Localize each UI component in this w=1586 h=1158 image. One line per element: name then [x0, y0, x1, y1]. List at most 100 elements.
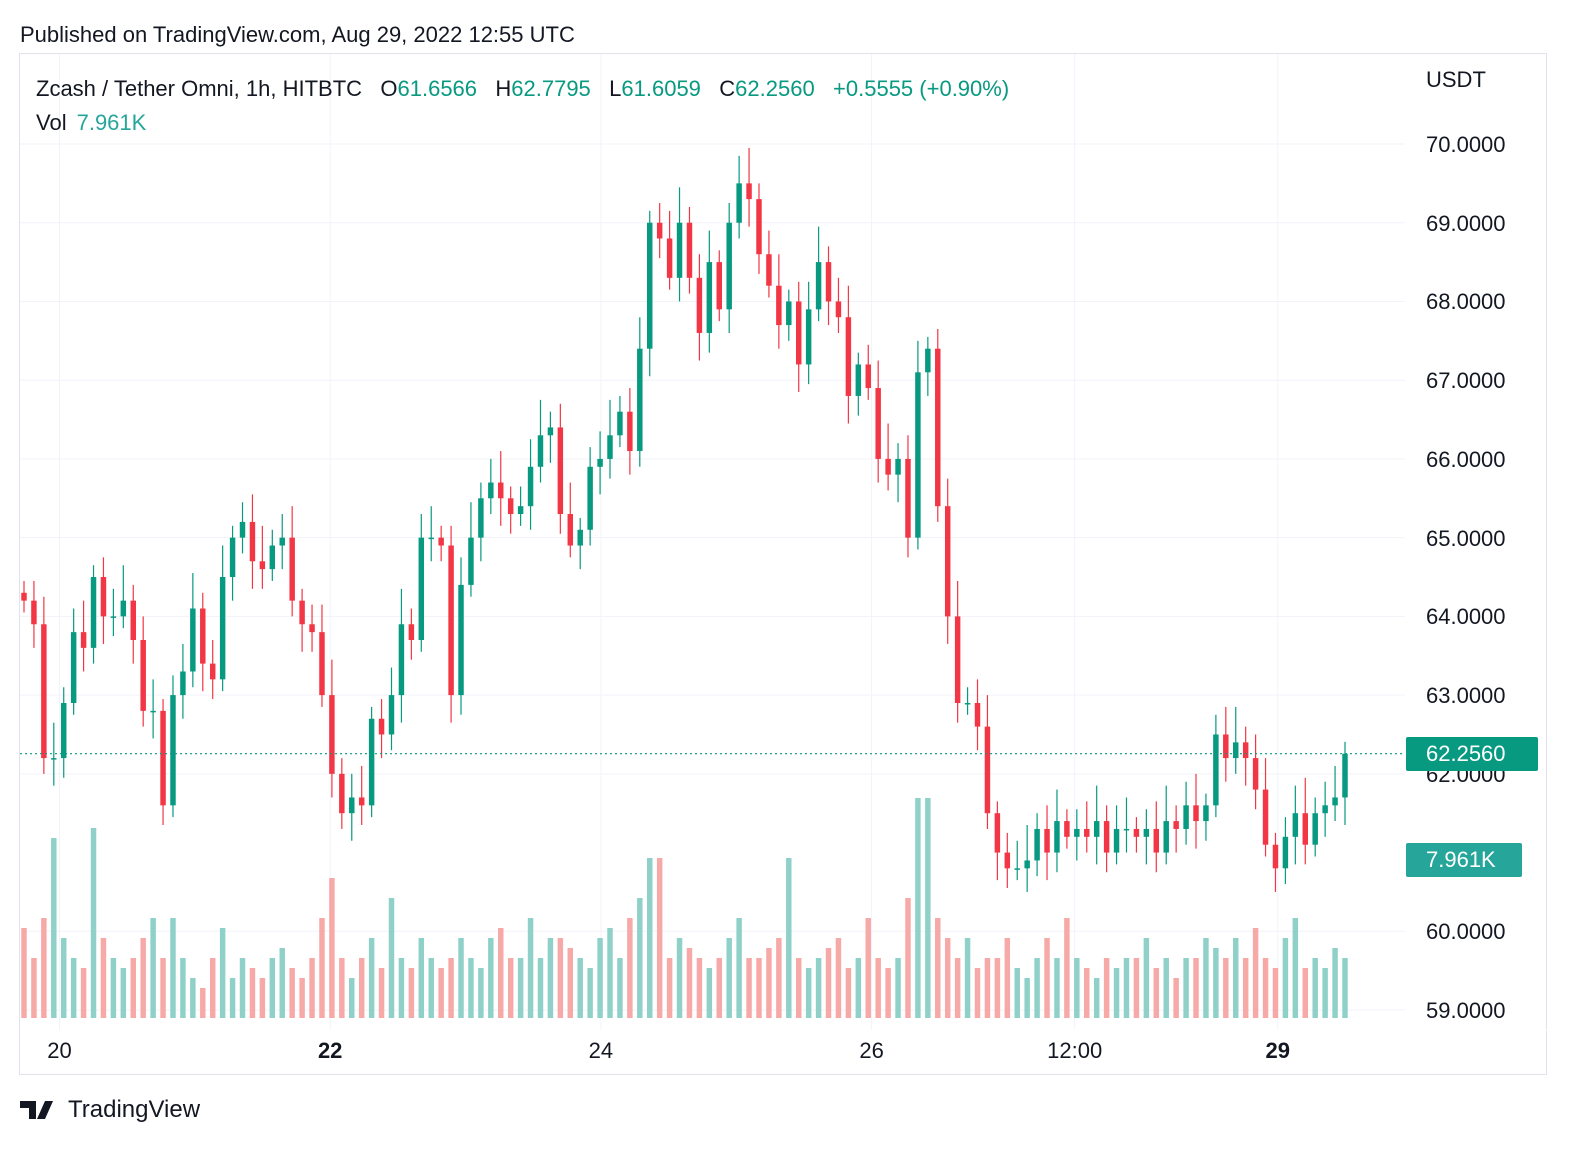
- candle-body: [1014, 868, 1020, 870]
- volume-bar: [1163, 958, 1169, 1018]
- candle-body: [845, 317, 852, 396]
- candle-body: [1242, 742, 1249, 759]
- volume-bar: [70, 958, 77, 1018]
- volume-bar: [209, 958, 216, 1018]
- volume-bar: [1223, 958, 1229, 1018]
- volume-bar: [1262, 958, 1269, 1018]
- volume-bar: [1103, 958, 1110, 1018]
- volume-bar: [875, 958, 881, 1018]
- volume-bar: [1233, 938, 1239, 1018]
- candle-body: [200, 608, 206, 664]
- volume-bar: [408, 968, 415, 1018]
- close-value: 62.2560: [735, 76, 815, 101]
- volume-bar: [676, 938, 683, 1018]
- candle-body: [249, 521, 256, 562]
- volume-bar: [279, 948, 285, 1018]
- candle-body: [1302, 813, 1309, 845]
- y-tick-label: 59.0000: [1426, 998, 1506, 1024]
- candle-body: [1034, 828, 1040, 861]
- candle-body: [309, 624, 315, 633]
- candle-body: [1262, 789, 1269, 845]
- candle-body: [1103, 821, 1110, 853]
- volume-bar: [289, 968, 295, 1018]
- x-tick-label: 29: [1265, 1038, 1290, 1063]
- volume-bar: [200, 988, 206, 1018]
- candle-body: [368, 718, 375, 806]
- volume-bar: [358, 958, 365, 1018]
- candle-body: [1183, 805, 1189, 829]
- candle-body: [428, 537, 434, 540]
- volume-bar: [1064, 918, 1070, 1018]
- candle-body: [239, 521, 246, 538]
- candle-body: [1163, 821, 1169, 853]
- volume-bar: [259, 978, 266, 1018]
- volume-bar: [507, 958, 514, 1018]
- y-tick-label: 70.0000: [1426, 132, 1506, 157]
- candle-body: [1233, 742, 1239, 759]
- candle-body: [498, 482, 504, 499]
- candle-body: [795, 301, 802, 365]
- volume-bar: [130, 958, 136, 1018]
- candle-body: [388, 695, 395, 735]
- candle-body: [1292, 813, 1299, 837]
- candle-body: [1093, 821, 1100, 837]
- volume-bar: [339, 958, 345, 1018]
- candle-body: [597, 458, 603, 467]
- candle-body: [329, 695, 335, 774]
- volume-label: Vol: [36, 110, 67, 135]
- candle-body: [895, 458, 901, 475]
- candle-body: [577, 529, 583, 546]
- volume-bar: [766, 948, 772, 1018]
- volume-bar: [557, 938, 564, 1018]
- candle-body: [229, 537, 236, 578]
- volume-bar: [1292, 918, 1299, 1018]
- volume-bar: [329, 878, 335, 1018]
- candle-body: [1342, 753, 1348, 798]
- published-caption: Published on TradingView.com, Aug 29, 20…: [20, 22, 575, 47]
- volume-bar: [795, 958, 802, 1018]
- volume-bar: [368, 938, 375, 1018]
- volume-bar: [706, 968, 713, 1018]
- volume-bar: [607, 928, 613, 1018]
- candle-body: [408, 624, 415, 640]
- volume-bar: [378, 968, 385, 1018]
- candle-body: [51, 758, 57, 760]
- volume-bar: [517, 958, 524, 1018]
- symbol-title[interactable]: Zcash / Tether Omni, 1h, HITBTC: [36, 76, 363, 101]
- candle-body: [279, 537, 285, 546]
- candle-body: [468, 537, 474, 585]
- volume-bar: [1272, 968, 1279, 1018]
- candle-body: [656, 222, 663, 239]
- candle-body: [1054, 821, 1060, 853]
- x-tick-label: 12:00: [1047, 1038, 1103, 1063]
- volume-bar: [736, 918, 742, 1018]
- x-tick-label: 24: [588, 1038, 614, 1063]
- x-tick-label: 26: [859, 1038, 884, 1063]
- candle-body: [299, 600, 305, 625]
- volume-bar: [309, 958, 315, 1018]
- volume-bar: [1312, 958, 1318, 1018]
- y-tick-label: 66.0000: [1426, 446, 1506, 472]
- volume-bar: [1034, 958, 1040, 1018]
- candle-body: [527, 466, 534, 507]
- candle-body: [517, 506, 524, 515]
- candle-body: [41, 624, 47, 759]
- volume-bar: [944, 938, 951, 1018]
- volume-bar: [1242, 958, 1249, 1018]
- tradingview-logo[interactable]: TradingView: [20, 1096, 200, 1124]
- candle-body: [1074, 828, 1080, 837]
- candle-body: [1133, 828, 1140, 837]
- low-label: L: [609, 76, 622, 101]
- volume-bar: [190, 978, 196, 1018]
- volume-bar: [1084, 968, 1090, 1018]
- volume-bar: [696, 958, 703, 1018]
- volume-bar: [994, 958, 1001, 1018]
- volume-bar: [150, 918, 156, 1018]
- candle-body: [1223, 734, 1229, 759]
- candle-body: [289, 537, 295, 601]
- candle-body: [805, 309, 812, 365]
- candle-body: [786, 301, 792, 326]
- candle-body: [488, 482, 494, 499]
- candle-body: [1024, 860, 1030, 869]
